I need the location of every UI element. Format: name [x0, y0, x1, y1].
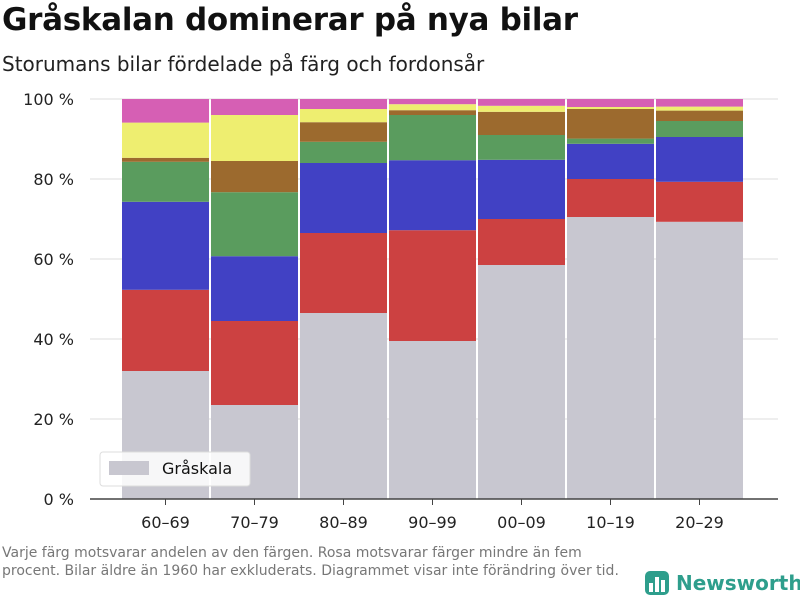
bar-segment-yellow	[478, 105, 565, 112]
bar-segment-red	[567, 179, 654, 217]
bar-segment-brown	[300, 122, 387, 142]
bar-segment-red	[389, 230, 476, 341]
bar-segment-gray	[567, 217, 654, 499]
bar-segment-yellow	[656, 106, 743, 111]
x-tick-label: 90–99	[408, 513, 457, 532]
bar-segment-yellow	[122, 122, 209, 158]
x-tick-label: 80–89	[319, 513, 368, 532]
bar-chart-icon	[645, 571, 669, 595]
bar-segment-pink	[122, 99, 209, 123]
stacked-bar-chart: 0 % 20 % 40 % 60 % 80 % 100 % 60–69 70–79 80–89 9…	[23, 90, 778, 532]
bar-segment-blue	[211, 256, 298, 321]
bar-segment-brown	[211, 161, 298, 193]
chart-title: Gråskalan dominerar på nya bilar	[2, 2, 578, 38]
bar-segment-green	[122, 161, 209, 202]
bar-segment-blue	[567, 143, 654, 179]
bar-segment-brown	[656, 110, 743, 121]
bar-segment-green	[656, 121, 743, 137]
y-tick-label: 60 %	[33, 250, 74, 269]
bar-segment-yellow	[389, 104, 476, 111]
bar-segment-green	[567, 138, 654, 144]
legend-swatch	[109, 461, 149, 475]
bar-segment-yellow	[300, 109, 387, 123]
x-tick-label: 20–29	[675, 513, 724, 532]
bar-segment-blue	[478, 159, 565, 219]
bar-segment-blue	[122, 201, 209, 290]
x-tick-label: 70–79	[230, 513, 279, 532]
bar-segment-red	[478, 219, 565, 265]
bar-segment-gray	[656, 221, 743, 500]
x-tick-label: 60–69	[141, 513, 190, 532]
logo-bar-1	[649, 583, 653, 592]
y-tick-label: 100 %	[23, 90, 74, 109]
chart-subtitle: Storumans bilar fördelade på färg och fo…	[2, 52, 485, 76]
legend-label: Gråskala	[162, 459, 232, 478]
bar-segment-brown	[567, 109, 654, 139]
bar-segment-pink	[300, 99, 387, 109]
bar-segment-gray	[389, 341, 476, 499]
logo-bar-2	[655, 577, 659, 592]
bar-segment-gray	[478, 265, 565, 499]
bar-segment-red	[211, 321, 298, 405]
brand-name: Newsworthy	[676, 571, 800, 595]
x-tick-label: 10–19	[586, 513, 635, 532]
bar-segment-brown	[389, 110, 476, 115]
bar-segment-brown	[478, 111, 565, 135]
y-tick-label: 20 %	[33, 410, 74, 429]
bar-segment-pink	[211, 99, 298, 115]
bar-segment-brown	[122, 157, 209, 162]
bar-segment-gray	[300, 313, 387, 499]
bar-segment-blue	[300, 163, 387, 233]
bar-segment-pink	[389, 99, 476, 105]
bar-segment-pink	[478, 99, 565, 106]
bar-segment-red	[122, 289, 209, 371]
bar-segment-green	[211, 192, 298, 257]
x-tick-label: 00–09	[497, 513, 546, 532]
bar-segment-yellow	[211, 115, 298, 161]
y-tick-label: 40 %	[33, 330, 74, 349]
logo-bar-3	[661, 580, 665, 592]
bar-segment-green	[478, 135, 565, 160]
bar-segment-red	[656, 181, 743, 222]
bar-segment-blue	[656, 137, 743, 182]
bar-segment-red	[300, 233, 387, 313]
y-tick-label: 80 %	[33, 170, 74, 189]
bar-segment-blue	[389, 160, 476, 231]
brand-logo: Newsworthy	[644, 567, 800, 599]
bar-segment-green	[389, 115, 476, 161]
bar-segment-yellow	[567, 107, 654, 109]
footnote: Varje färg motsvarar andelen av den färg…	[2, 545, 619, 579]
y-tick-label: 0 %	[44, 490, 74, 509]
legend-box	[99, 451, 251, 487]
bar-segment-green	[300, 141, 387, 163]
bar-segment-pink	[567, 99, 654, 107]
bar-segment-pink	[656, 99, 743, 107]
